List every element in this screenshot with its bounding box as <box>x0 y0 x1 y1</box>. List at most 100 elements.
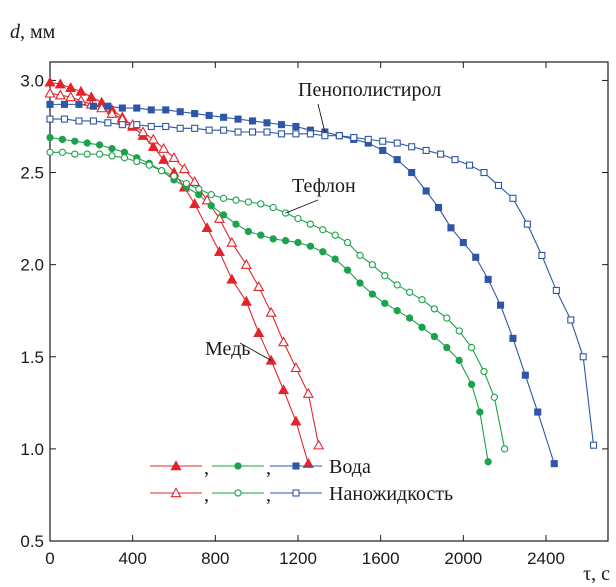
data-point-copper_water <box>240 295 252 306</box>
data-point-polystyrene_water <box>472 253 480 261</box>
data-point-teflon_nano <box>319 225 327 234</box>
x-tick-label: 2000 <box>444 549 482 568</box>
data-point-copper_nano <box>147 133 159 144</box>
data-point-teflon_nano <box>157 167 166 175</box>
data-point-polystyrene_nano <box>292 130 300 138</box>
data-point-copper_nano <box>201 194 213 205</box>
data-point-teflon_water <box>306 242 315 250</box>
data-point-teflon_water <box>294 238 302 247</box>
annotation-leader <box>239 342 272 361</box>
data-point-teflon_water <box>219 211 228 219</box>
data-point-copper_nano <box>168 152 180 163</box>
data-point-copper_water <box>302 457 314 468</box>
y-axis-label: d, мм <box>10 21 56 43</box>
data-point-copper_nano <box>226 236 238 247</box>
data-point-teflon_nano <box>331 231 339 239</box>
series-line-teflon_nano <box>50 151 506 449</box>
data-point-teflon_nano <box>232 196 240 204</box>
data-point-teflon_nano <box>195 185 203 193</box>
legend-label: Вода <box>329 456 371 478</box>
data-point-polystyrene_nano <box>220 126 228 134</box>
data-point-teflon_nano <box>170 172 178 180</box>
data-point-copper_nano <box>54 89 66 100</box>
data-point-polystyrene_nano <box>579 353 587 361</box>
x-axis-label: τ, с <box>583 563 610 585</box>
y-tick-label: 2.5 <box>20 164 44 183</box>
data-point-polystyrene_water <box>191 110 199 118</box>
data-point-copper_water <box>253 327 265 338</box>
x-tick-label: 0 <box>45 549 54 568</box>
data-point-polystyrene_nano <box>437 150 445 158</box>
data-point-teflon_nano <box>455 327 463 335</box>
data-point-teflon_water <box>58 135 67 144</box>
data-point-copper_nano <box>290 362 302 373</box>
plot-frame <box>49 61 609 542</box>
annotation-leader <box>317 103 326 133</box>
data-point-copper_water <box>189 198 201 209</box>
data-point-teflon_nano <box>244 198 253 206</box>
legend: ,, Вода,, Наножидкость <box>150 456 453 506</box>
data-point-polystyrene_water <box>534 408 542 416</box>
data-point-polystyrene_water <box>162 106 170 114</box>
data-point-copper_water <box>213 246 226 256</box>
data-point-polystyrene_nano <box>480 168 488 177</box>
annotation-label: Пенополистирол <box>298 79 441 101</box>
data-point-polystyrene_nano <box>147 122 155 131</box>
data-point-polystyrene_nano <box>191 124 199 132</box>
data-point-polystyrene_water <box>46 100 54 108</box>
data-point-teflon_nano <box>430 305 439 313</box>
y-tick-label: 1.0 <box>20 440 44 459</box>
data-point-polystyrene_nano <box>393 139 401 147</box>
data-point-copper_water <box>201 222 213 233</box>
y-tick-label: 3.0 <box>20 71 44 90</box>
data-point-copper_water <box>226 273 238 284</box>
data-point-teflon_nano <box>381 272 389 280</box>
data-point-teflon_water <box>95 141 104 149</box>
data-point-polystyrene_water <box>459 238 467 247</box>
data-point-teflon_water <box>46 133 54 142</box>
data-point-polystyrene_water <box>484 275 492 283</box>
data-point-copper_water <box>147 141 159 151</box>
data-point-polystyrene_nano <box>306 130 314 138</box>
data-point-teflon_nano <box>393 281 401 289</box>
data-point-polystyrene_water <box>248 117 257 125</box>
y-tick-label: 1.5 <box>20 348 44 367</box>
data-point-polystyrene_water <box>393 156 401 164</box>
data-point-polystyrene_nano <box>523 220 531 228</box>
legend-marker-teflon <box>234 462 242 470</box>
data-point-teflon_nano <box>343 238 352 247</box>
data-point-copper_nano <box>240 258 252 269</box>
annotation-label: Медь <box>205 338 250 360</box>
data-point-polystyrene_nano <box>494 181 503 189</box>
axis-ticks: 0 400 800 1200 1600 2000 2400 0.5 1.0 1.5 2.0 2.5 3.… <box>20 62 608 568</box>
legend-marker-copper <box>170 460 182 471</box>
data-point-teflon_nano <box>418 296 426 304</box>
data-point-polystyrene_nano <box>248 128 257 136</box>
data-point-teflon_water <box>244 227 253 236</box>
data-point-teflon_nano <box>95 150 104 158</box>
data-point-polystyrene_nano <box>552 286 560 294</box>
data-point-teflon_water <box>356 279 364 287</box>
data-point-teflon_nano <box>306 220 315 228</box>
data-point-polystyrene_water <box>509 334 517 342</box>
series-markers <box>44 76 598 468</box>
data-point-copper_water <box>44 76 56 87</box>
data-point-polystyrene_water <box>379 146 387 154</box>
data-point-polystyrene_water <box>176 108 184 116</box>
legend-marker-copper <box>170 487 182 498</box>
data-point-copper_nano <box>137 126 149 137</box>
data-point-teflon_nano <box>207 190 215 199</box>
data-point-polystyrene_nano <box>277 130 286 138</box>
data-point-teflon_water <box>343 266 352 274</box>
data-point-polystyrene_water <box>277 121 286 129</box>
data-point-teflon_water <box>430 332 439 341</box>
data-point-polystyrene_nano <box>321 132 329 140</box>
x-tick-label: 1600 <box>362 549 400 568</box>
legend-marker-polystyrene <box>292 489 300 497</box>
legend-marker-teflon <box>234 489 242 497</box>
data-point-teflon_water <box>207 202 215 210</box>
data-point-polystyrene_water <box>147 106 155 114</box>
data-point-copper_water <box>54 78 66 89</box>
data-point-teflon_water <box>455 356 463 365</box>
